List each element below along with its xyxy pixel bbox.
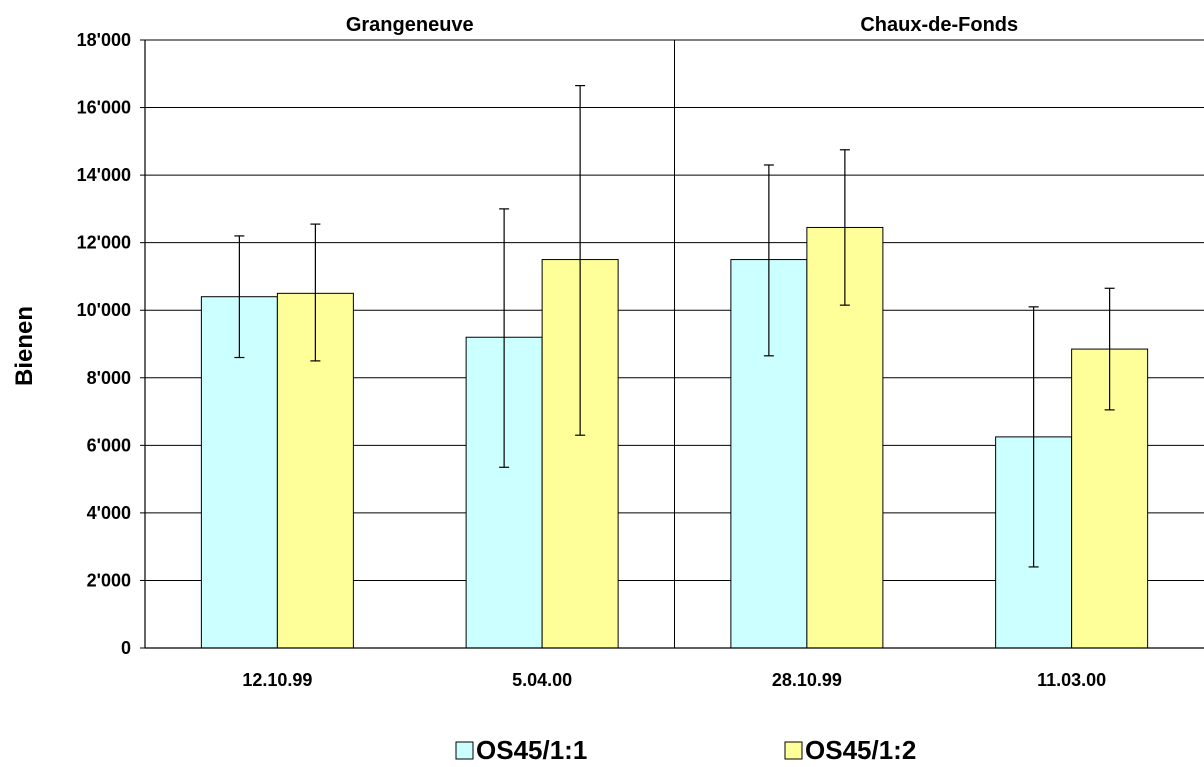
x-tick-label: 5.04.00 — [512, 670, 572, 690]
y-tick-label: 2'000 — [87, 570, 131, 590]
group-title: Grangeneuve — [346, 14, 474, 36]
y-tick-label: 12'000 — [77, 233, 131, 253]
x-tick-label: 28.10.99 — [772, 670, 842, 690]
legend-swatch — [784, 741, 803, 760]
y-tick-label: 10'000 — [77, 300, 131, 320]
y-tick-label: 14'000 — [77, 165, 131, 185]
y-tick-label: 4'000 — [87, 503, 131, 523]
group-title: Chaux-de-Fonds — [860, 14, 1018, 36]
axes — [144, 40, 1204, 649]
y-tick-label: 16'000 — [77, 98, 131, 118]
legend: OS45/1:1 OS45/1:2 — [455, 735, 916, 765]
y-tick-label: 0 — [121, 638, 131, 658]
y-tick-label: 18'000 — [77, 30, 131, 50]
y-axis-label: Bienen — [11, 306, 38, 386]
legend-label: OS45/1:2 — [805, 735, 916, 765]
legend-swatch — [455, 741, 474, 760]
legend-label: OS45/1:1 — [476, 735, 587, 765]
y-tick-label: 8'000 — [87, 368, 131, 388]
y-tick-label: 6'000 — [87, 435, 131, 455]
x-tick-label: 12.10.99 — [242, 670, 312, 690]
group-titles: Grangeneuve Chaux-de-Fonds — [346, 14, 1018, 36]
x-axis-ticks: 12.10.99 5.04.00 28.10.99 11.03.00 — [242, 670, 1106, 690]
y-axis-ticks: 0 2'000 4'000 6'000 8'000 10'000 12'000 14'000 1… — [77, 30, 145, 658]
error-bars — [234, 84, 1115, 568]
x-tick-label: 11.03.00 — [1037, 670, 1106, 690]
